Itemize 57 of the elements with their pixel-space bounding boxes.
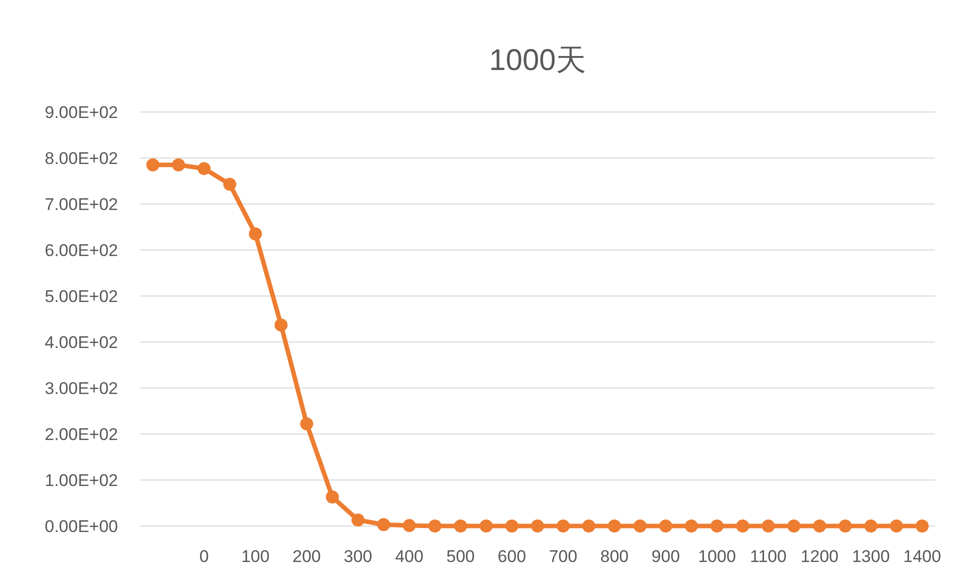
point — [710, 520, 724, 532]
y-tick-label: 5.00E+02 — [44, 287, 118, 306]
point — [505, 520, 518, 532]
point — [326, 490, 339, 504]
y-tick-label: 6.00E+02 — [44, 241, 118, 260]
point — [813, 520, 826, 532]
y-tick-label: 4.00E+02 — [44, 333, 118, 352]
point — [582, 520, 596, 532]
point — [556, 520, 570, 532]
point — [838, 520, 852, 532]
x-tick-label: 1000 — [698, 547, 736, 566]
point — [864, 520, 878, 532]
point — [198, 162, 211, 176]
point — [300, 417, 314, 430]
x-tick-label: 900 — [652, 547, 680, 566]
point — [736, 520, 750, 532]
y-tick-label: 9.00E+02 — [44, 103, 118, 122]
y-tick-label: 2.00E+02 — [44, 425, 118, 444]
point — [146, 158, 160, 172]
x-tick-label: 300 — [344, 547, 372, 566]
x-tick-label: 0 — [199, 547, 209, 566]
point — [223, 178, 236, 191]
point — [890, 520, 904, 532]
x-tick-label: 1200 — [800, 547, 839, 566]
point — [480, 520, 493, 532]
x-tick-label: 700 — [548, 547, 578, 566]
point — [402, 519, 416, 532]
x-tick-label: 600 — [498, 547, 526, 566]
y-tick-label: 7.00E+02 — [44, 195, 118, 214]
x-tick-label: 500 — [446, 547, 475, 566]
y-tick-label: 8.00E+02 — [44, 149, 118, 168]
point — [377, 518, 390, 532]
y-tick-label: 1.00E+02 — [44, 471, 118, 490]
point — [787, 520, 800, 532]
point — [916, 520, 929, 532]
x-tick-label: 1300 — [852, 547, 890, 566]
point — [274, 318, 288, 332]
point — [531, 520, 544, 532]
point — [659, 520, 672, 532]
x-tick-label: 400 — [395, 547, 424, 566]
point — [454, 520, 468, 532]
point — [351, 514, 364, 527]
x-tick-label: 200 — [292, 547, 321, 566]
point — [172, 158, 185, 172]
point — [634, 520, 647, 532]
x-tick-label: 100 — [241, 547, 270, 566]
point — [684, 520, 698, 532]
chart-title: 1000天 — [489, 44, 586, 77]
y-tick-label: 3.00E+02 — [44, 379, 118, 398]
y-tick-label: 0.00E+00 — [44, 517, 118, 536]
point — [248, 227, 262, 240]
point — [608, 520, 621, 532]
x-tick-label: 1400 — [903, 547, 942, 566]
point — [428, 520, 442, 532]
point — [762, 520, 775, 532]
x-tick-label: 800 — [600, 547, 629, 566]
x-tick-label: 1100 — [750, 547, 787, 566]
